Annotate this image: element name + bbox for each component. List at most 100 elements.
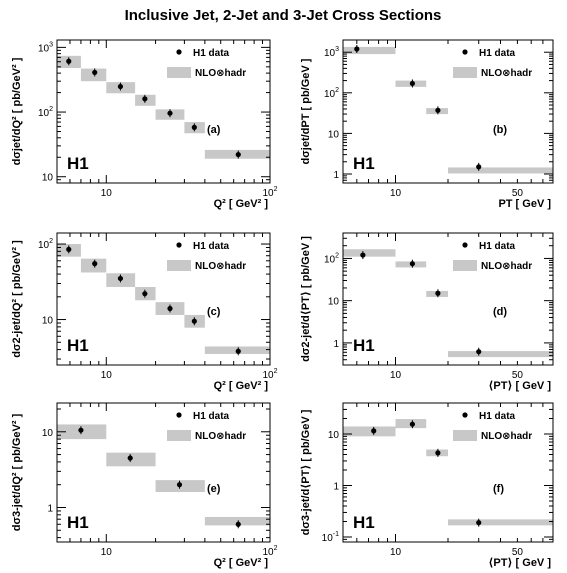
y-tick-label-f-1: 1: [333, 482, 339, 493]
y-tick-label-b-3-exponent: 3: [335, 46, 339, 53]
legend-theory-swatch-a: [167, 67, 191, 78]
h1-logo-e: H1: [67, 513, 89, 532]
y-tick-label-c-0-base: 10: [42, 316, 54, 327]
x-tick-label-d-0: 10: [390, 370, 402, 381]
x-tick-label-d-0-base: 10: [390, 370, 402, 381]
y-tick-label-d-0: 1: [333, 339, 339, 350]
y-tick-label-a-1-exponent: 2: [49, 106, 53, 113]
panel-label-e: (e): [207, 483, 221, 495]
data-point-a-0: [66, 58, 72, 64]
y-tick-label-c-1-exponent: 2: [49, 238, 53, 245]
data-point-d-2: [435, 290, 441, 296]
legend-data-label-a: H1 data: [193, 48, 230, 59]
data-point-c-3: [142, 291, 148, 297]
y-tick-label-e-1: 10: [42, 428, 54, 439]
legend-theory-swatch-d: [453, 260, 477, 271]
x-axis-label-e: Q² [ GeV² ]: [214, 557, 269, 569]
y-tick-label-f-0-exponent: -1: [333, 531, 339, 538]
y-tick-label-c-0: 10: [42, 316, 54, 327]
x-tick-label-e-0: 10: [101, 547, 113, 558]
y-tick-label-b-0-base: 1: [333, 170, 339, 181]
panel-label-a: (a): [207, 124, 221, 136]
theory-band-e-3: [204, 516, 270, 526]
x-tick-label-b-0-base: 10: [390, 188, 402, 199]
panel-label-b: (b): [493, 124, 507, 136]
y-tick-label-a-2-base: 10: [38, 43, 50, 54]
h1-logo-a: H1: [67, 154, 89, 173]
legend-data-label-f: H1 data: [479, 411, 516, 422]
x-tick-label-f-0: 10: [390, 547, 402, 558]
y-tick-label-e-1-base: 10: [42, 428, 54, 439]
data-point-a-3: [142, 96, 148, 102]
y-tick-label-a-2: 103: [38, 41, 53, 54]
y-tick-label-b-1: 10: [328, 129, 340, 140]
x-tick-label-a-0: 10: [101, 188, 113, 199]
figure-title: Inclusive Jet, 2-Jet and 3-Jet Cross Sec…: [125, 7, 442, 24]
data-point-a-4: [167, 110, 173, 116]
x-axis-label-a: Q² [ GeV² ]: [214, 198, 269, 210]
y-tick-label-a-0: 10: [42, 173, 54, 184]
x-tick-label-e-1-base: 10: [262, 547, 274, 558]
y-tick-label-f-1-base: 1: [333, 482, 339, 493]
x-tick-label-e-1: 102: [262, 545, 277, 558]
data-point-a-6: [235, 151, 241, 158]
y-axis-label-f: dσ3-jet/d⟨PT⟩ [ pb/GeV ]: [300, 409, 312, 535]
legend-data-label-e: H1 data: [193, 411, 230, 422]
y-tick-label-b-2-base: 10: [324, 89, 336, 100]
legend-theory-swatch-e: [167, 430, 191, 441]
legend-data-label-b: H1 data: [479, 48, 516, 59]
data-point-c-1: [92, 261, 98, 267]
x-tick-label-d-1: 50: [512, 370, 524, 381]
legend-theory-label-b: NLO⊗hadr: [481, 68, 532, 79]
legend-data-label-c: H1 data: [193, 241, 230, 252]
data-point-d-3: [476, 349, 482, 355]
y-axis-label-e: dσ3-jet/dQ² [ pb/GeV² ]: [11, 413, 23, 531]
legend-data-marker-e: [176, 412, 182, 418]
y-tick-label-a-1: 102: [38, 106, 53, 119]
theory-band-f-0: [343, 426, 396, 437]
h1-logo-f: H1: [353, 513, 375, 532]
plot-frame-a: [56, 39, 271, 184]
data-point-b-0: [354, 46, 360, 52]
x-axis-label-c: Q² [ GeV² ]: [214, 380, 269, 392]
x-tick-label-c-0: 10: [101, 370, 113, 381]
y-axis-label-a: dσjet/dQ² [ pb/GeV² ]: [11, 57, 23, 165]
legend-theory-label-d: NLO⊗hadr: [481, 261, 532, 272]
plot-frame-e: [56, 402, 271, 543]
h1-logo-d: H1: [353, 336, 375, 355]
data-point-f-3: [476, 520, 482, 526]
data-point-a-5: [191, 124, 197, 130]
y-tick-label-a-0-base: 10: [42, 173, 54, 184]
x-tick-label-a-1: 102: [262, 186, 277, 199]
theory-band-a-1: [80, 68, 107, 82]
x-tick-label-c-1-exponent: 2: [274, 368, 278, 375]
x-tick-label-b-0: 10: [390, 188, 402, 199]
x-tick-label-a-0-base: 10: [101, 188, 113, 199]
data-point-e-3: [235, 521, 241, 527]
legend-theory-swatch-b: [453, 67, 477, 78]
legend-theory-swatch-f: [453, 430, 477, 441]
y-tick-label-b-3: 103: [324, 46, 339, 59]
data-point-c-5: [191, 318, 197, 324]
legend-theory-label-c: NLO⊗hadr: [195, 261, 246, 272]
y-tick-label-b-2-exponent: 2: [335, 87, 339, 94]
legend-data-marker-b: [462, 49, 468, 55]
y-tick-label-d-1-base: 10: [328, 297, 340, 308]
y-tick-label-b-2: 102: [324, 87, 339, 100]
panel-label-f: (f): [493, 483, 504, 495]
y-tick-label-b-1-base: 10: [328, 129, 340, 140]
y-tick-label-d-2-base: 10: [324, 254, 336, 265]
y-axis-label-d: dσ2-jet/d⟨PT⟩ [ pb/GeV ]: [300, 236, 312, 362]
data-point-f-1: [409, 421, 416, 427]
data-point-e-2: [176, 482, 183, 488]
legend-theory-label-f: NLO⊗hadr: [481, 431, 532, 442]
x-tick-label-c-1-base: 10: [262, 370, 274, 381]
x-axis-label-f: ⟨PT⟩ [ GeV ]: [488, 557, 551, 569]
theory-band-b-0: [343, 46, 396, 55]
data-point-f-2: [435, 450, 441, 456]
